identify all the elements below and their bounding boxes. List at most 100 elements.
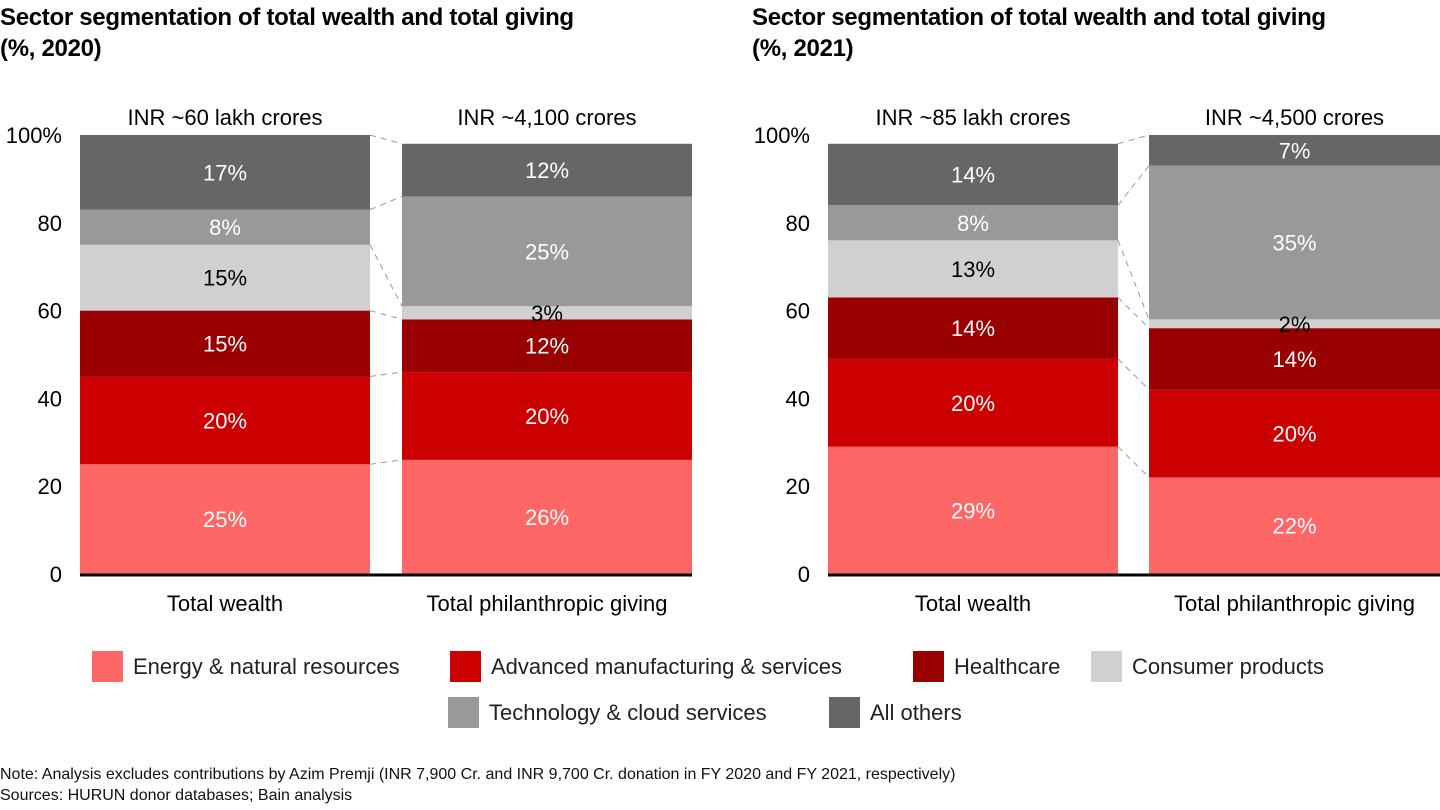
- legend-label: Consumer products: [1132, 653, 1324, 679]
- y-tick-label: 80: [786, 211, 810, 236]
- connector-line: [1117, 297, 1150, 329]
- data-label: 2%: [1279, 312, 1311, 337]
- legend-item-advanced-manufacturing: Advanced manufacturing & services: [450, 651, 842, 682]
- bar-segment: [1149, 165, 1440, 320]
- connector-line: [369, 244, 403, 307]
- data-label: 35%: [1272, 231, 1316, 256]
- y-tick-label: 20: [38, 474, 62, 499]
- bar-total-label: INR ~4,500 crores: [1205, 105, 1384, 130]
- legend-swatch: [1091, 651, 1122, 682]
- data-label: 15%: [203, 332, 247, 357]
- legend-item-all-others: All others: [829, 697, 962, 728]
- bar-segment: [828, 143, 1118, 206]
- legend-label: Advanced manufacturing & services: [491, 653, 842, 679]
- x-category-label: Total wealth: [915, 591, 1031, 616]
- data-label: 15%: [203, 266, 247, 291]
- data-label: 13%: [951, 257, 995, 282]
- bar-segment: [828, 358, 1118, 447]
- bar-segment: [80, 464, 370, 574]
- data-label: 14%: [1272, 347, 1316, 372]
- bar-total-label: INR ~60 lakh crores: [127, 105, 322, 130]
- legend-label: Energy & natural resources: [133, 653, 400, 679]
- chart-title-line: (%, 2021): [752, 35, 854, 62]
- legend-label: Healthcare: [954, 653, 1061, 679]
- legend-item-healthcare: Healthcare: [913, 651, 1060, 682]
- legend-swatch: [829, 697, 860, 728]
- connector-line: [369, 310, 403, 320]
- connector-line: [369, 459, 403, 465]
- data-label: 7%: [1279, 138, 1311, 163]
- connector-line: [1117, 358, 1150, 390]
- data-label: 25%: [525, 239, 569, 264]
- data-label: 14%: [951, 163, 995, 188]
- data-label: 20%: [1272, 422, 1316, 447]
- data-label: 25%: [203, 507, 247, 532]
- y-tick-label: 80: [38, 211, 62, 236]
- bar-total-label: INR ~85 lakh crores: [875, 105, 1070, 130]
- data-label: 22%: [1272, 514, 1316, 539]
- chart-title-line: Sector segmentation of total wealth and …: [752, 4, 1326, 31]
- legend-label: All others: [870, 699, 962, 725]
- legend-item-technology: Technology & cloud services: [448, 697, 767, 728]
- y-tick-label: 20: [786, 474, 810, 499]
- connector-line: [1117, 240, 1150, 320]
- data-label: 8%: [957, 211, 989, 236]
- bar-segment: [828, 205, 1118, 241]
- data-label: 17%: [203, 160, 247, 185]
- data-label: 8%: [209, 215, 241, 240]
- bar-segment: [1149, 389, 1440, 478]
- legend-item-consumer-products: Consumer products: [1091, 651, 1324, 682]
- bar-segment: [402, 143, 692, 197]
- y-tick-label: 100%: [754, 123, 810, 148]
- bar-segment: [402, 372, 692, 460]
- chart-title-line: (%, 2020): [0, 35, 102, 62]
- legend-swatch: [913, 651, 944, 682]
- connector-line: [1117, 134, 1150, 145]
- footnote: Note: Analysis excludes contributions by…: [0, 766, 956, 783]
- legend-swatch: [448, 697, 479, 728]
- bar-segment: [80, 209, 370, 245]
- chart-0: 0 20 40 60 80 100% 25% 20% 15% 15% 8% 17% INR ~60 la…: [6, 105, 692, 616]
- y-tick-label: 60: [786, 299, 810, 324]
- y-tick-label: 60: [38, 299, 62, 324]
- data-label: 20%: [203, 408, 247, 433]
- data-label: 20%: [951, 391, 995, 416]
- bar-segment: [828, 240, 1118, 298]
- y-tick-label: 40: [38, 386, 62, 411]
- data-label: 12%: [525, 158, 569, 183]
- connector-line: [369, 134, 403, 145]
- data-label: 14%: [951, 316, 995, 341]
- bar-segment: [80, 376, 370, 465]
- y-tick-label: 0: [798, 562, 810, 587]
- chart-1: 0 20 40 60 80 100% 29% 20% 14% 13% 8% 14% INR ~85 la…: [754, 105, 1440, 616]
- bar-segment: [1149, 135, 1440, 166]
- data-label: 29%: [951, 498, 995, 523]
- legend-label: Technology & cloud services: [489, 699, 767, 725]
- connector-line: [369, 371, 403, 377]
- connector-line: [1117, 446, 1150, 478]
- x-category-label: Total philanthropic giving: [1174, 591, 1415, 616]
- bar-segment: [828, 297, 1118, 359]
- connector-line: [369, 195, 403, 211]
- x-category-label: Total wealth: [167, 591, 283, 616]
- bar-segment: [80, 310, 370, 377]
- data-label: 26%: [525, 505, 569, 530]
- connector-line: [1117, 165, 1150, 206]
- data-label: 20%: [525, 404, 569, 429]
- bar-total-label: INR ~4,100 crores: [457, 105, 636, 130]
- chart-title-2020: Sector segmentation of total wealth and …: [0, 2, 720, 64]
- bar-segment: [402, 459, 692, 574]
- y-tick-label: 40: [786, 386, 810, 411]
- chart-title-2021: Sector segmentation of total wealth and …: [752, 2, 1440, 64]
- x-category-label: Total philanthropic giving: [427, 591, 668, 616]
- bar-segment: [402, 306, 692, 320]
- legend-swatch: [450, 651, 481, 682]
- y-tick-label: 100%: [6, 123, 62, 148]
- bar-segment: [80, 244, 370, 311]
- bar-segment: [402, 319, 692, 373]
- bar-segment: [80, 135, 370, 210]
- bar-segment: [1149, 477, 1440, 574]
- y-tick-label: 0: [50, 562, 62, 587]
- bar-segment: [828, 446, 1118, 574]
